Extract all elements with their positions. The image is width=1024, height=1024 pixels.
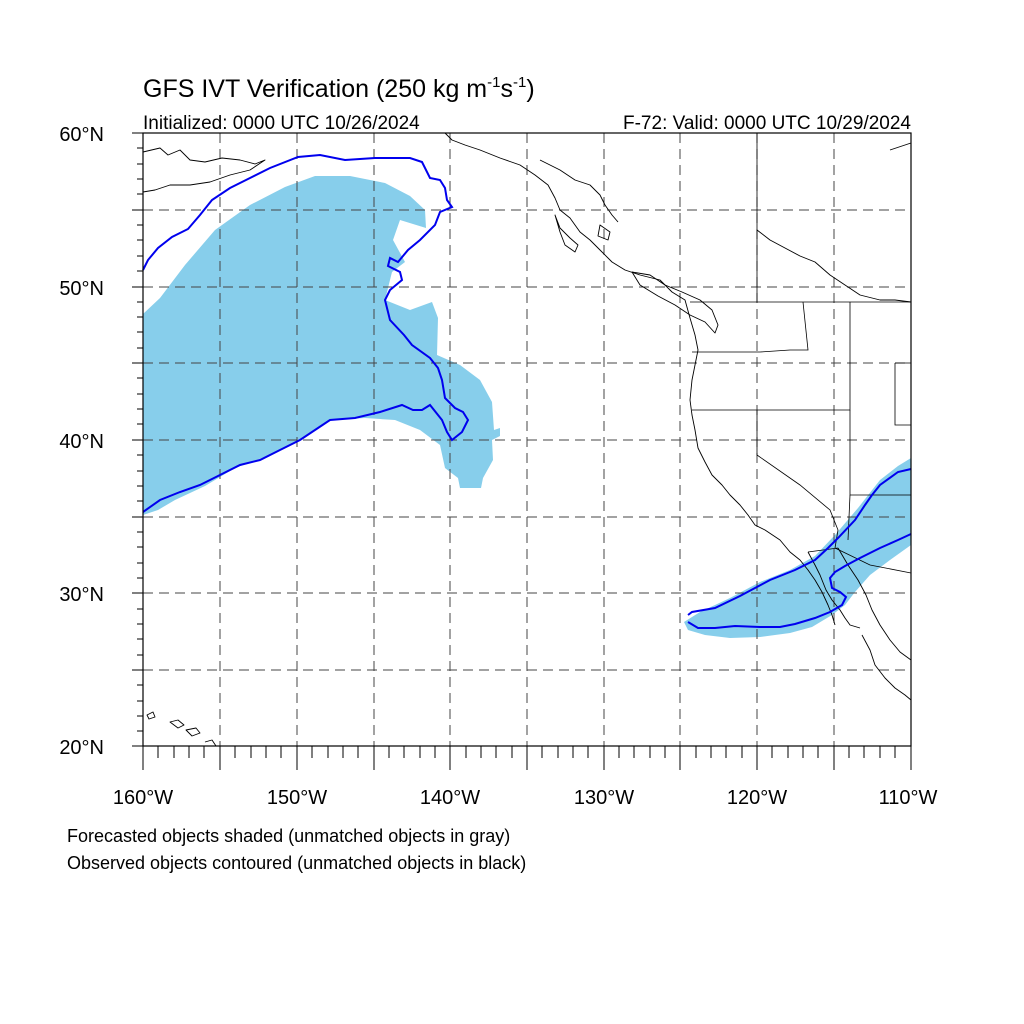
note-observed: Observed objects contoured (unmatched ob… (67, 853, 526, 873)
lon-label-160w: 160°W (113, 787, 173, 809)
initialized-label: Initialized: 0000 UTC 10/26/2024 (143, 113, 420, 134)
lon-label-150w: 150°W (267, 787, 327, 809)
lat-label-50n: 50°N (59, 278, 104, 300)
figure-title: GFS IVT Verification (250 kg m-1s-1) (143, 74, 535, 103)
lon-label-140w: 140°W (420, 787, 480, 809)
political-borders (690, 133, 912, 574)
axis-ticks (132, 132, 912, 770)
lon-label-110w: 110°W (879, 787, 938, 809)
lat-label-30n: 30°N (59, 584, 104, 606)
coastlines (142, 132, 912, 747)
valid-label: F-72: Valid: 0000 UTC 10/29/2024 (623, 113, 911, 134)
observed-object-southwest-us (687, 468, 912, 629)
observed-object-north-pacific (142, 153, 470, 513)
note-forecast: Forecasted objects shaded (unmatched obj… (67, 826, 510, 846)
lon-label-130w: 130°W (574, 787, 634, 809)
lat-label-20n: 20°N (59, 737, 104, 759)
lat-label-60n: 60°N (59, 124, 104, 146)
lon-label-120w: 120°W (727, 787, 787, 809)
forecast-object-north-pacific (143, 176, 500, 515)
lat-label-40n: 40°N (59, 431, 104, 453)
map-panel: 20°N 30°N 40°N 50°N 60°N 160°W 150°W 140… (59, 124, 937, 809)
